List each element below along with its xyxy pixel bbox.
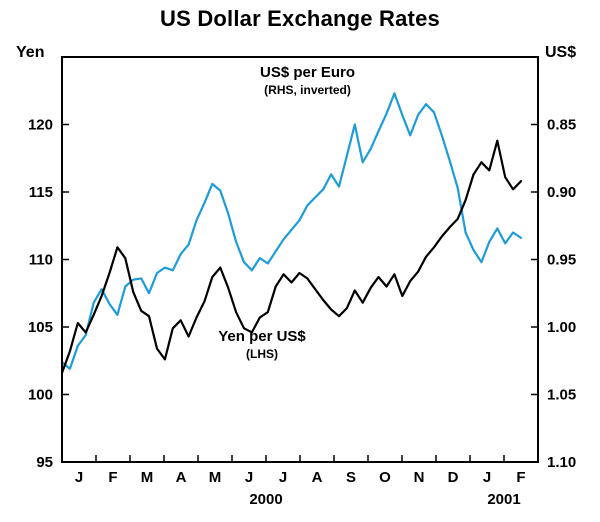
right-axis-tick-label: 1.05 — [547, 387, 576, 404]
month-label: M — [209, 469, 222, 486]
year-label: 2000 — [249, 491, 282, 508]
month-label: O — [379, 469, 391, 486]
page-title: US Dollar Exchange Rates — [160, 6, 440, 31]
right-axis-tick-label: 0.90 — [547, 184, 576, 201]
month-label: J — [245, 469, 253, 486]
euro-series-line — [60, 92, 523, 370]
yen-series-line — [60, 139, 523, 374]
month-label: D — [448, 469, 459, 486]
yen-series-label: Yen per US$ — [218, 328, 306, 345]
euro-series-annotation: US$ per Euro (RHS, inverted) — [225, 64, 390, 98]
right-axis-tick-label: 0.95 — [547, 252, 576, 269]
euro-series-sublabel: (RHS, inverted) — [264, 82, 351, 97]
yen-series-sublabel: (LHS) — [246, 346, 278, 361]
yen-series-annotation: Yen per US$ (LHS) — [182, 328, 342, 362]
right-axis-tick-label: 1.10 — [547, 454, 576, 471]
left-axis-tick-label: 110 — [29, 252, 53, 269]
plot-frame — [61, 56, 539, 463]
right-axis-tick-label: 0.85 — [547, 117, 576, 134]
euro-series-label: US$ per Euro — [259, 64, 356, 81]
left-axis-tick-label: 115 — [29, 184, 53, 201]
right-axis-unit-label: US$ — [545, 44, 577, 61]
month-label: A — [176, 469, 187, 486]
month-label: J — [483, 469, 491, 486]
month-label: J — [75, 469, 83, 486]
month-label: N — [414, 469, 425, 486]
left-axis-tick-label: 100 — [28, 387, 53, 404]
right-axis-tick-label: 1.00 — [547, 319, 576, 336]
month-label: M — [141, 469, 154, 486]
left-axis-tick-label: 95 — [36, 454, 53, 471]
left-axis-tick-label: 105 — [28, 319, 53, 336]
month-label: F — [108, 469, 117, 486]
month-label: A — [312, 469, 323, 486]
year-label: 2001 — [487, 491, 520, 508]
month-label: F — [516, 469, 525, 486]
left-axis-unit-label: Yen — [16, 44, 45, 61]
month-label: S — [346, 469, 356, 486]
month-label: J — [279, 469, 287, 486]
left-axis-tick-label: 120 — [28, 117, 53, 134]
